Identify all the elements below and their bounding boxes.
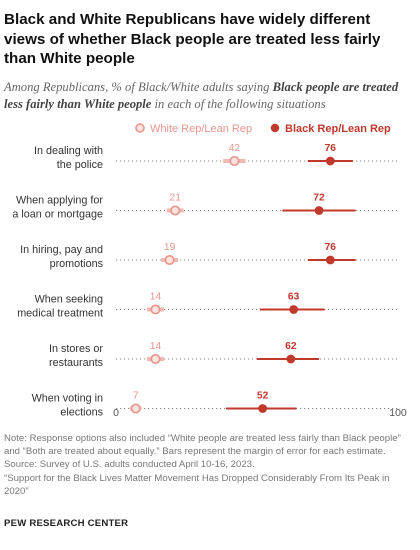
legend-marker-black [270, 123, 280, 133]
note-text: Note: Response options also included “Wh… [4, 433, 401, 458]
pew-logo-text: PEW RESEARCH CENTER [4, 518, 129, 529]
category-label-line1: In dealing with [34, 145, 103, 157]
chart-title: Black and White Republicans have widely … [4, 11, 381, 67]
dot-black [289, 305, 299, 314]
subtitle-bold: Black people are treated less fairly tha… [4, 80, 399, 111]
chart-subtitle: Among Republicans, % of Black/White adul… [4, 79, 416, 113]
data-label-white: 21 [169, 193, 181, 204]
dot-black [286, 354, 296, 364]
dot-black [314, 206, 324, 215]
category-label-line2: elections [60, 407, 103, 419]
chart-notes: Note: Response options also included “Wh… [4, 432, 416, 498]
data-label-white: 19 [164, 242, 176, 253]
x-tick-label-0: 0 [113, 407, 119, 419]
subtitle-pre: Among Republicans, % of Black/White adul… [4, 80, 273, 94]
dot-white [150, 304, 161, 315]
dot-white [164, 254, 175, 266]
dot-black [325, 255, 335, 265]
subtitle-post: in each of the following situations [151, 97, 326, 111]
data-label-black: 63 [288, 292, 300, 303]
dot-white [130, 403, 141, 414]
category-label-line1: In hiring, pay and [20, 244, 103, 256]
dot-plot: White Rep/Lean Rep Black Rep/Lean Rep In d… [12, 123, 407, 419]
category-label-line1: When seeking [35, 294, 103, 306]
category-label-line2: promotions [50, 258, 104, 270]
data-label-white: 7 [133, 391, 139, 402]
dot-white [229, 155, 240, 167]
data-label-black: 72 [313, 193, 325, 204]
source-text: Source: Survey of U.S. adults conducted … [4, 459, 255, 471]
dot-white [170, 205, 181, 216]
data-label-black: 52 [257, 391, 269, 402]
dot-white [150, 353, 161, 365]
legend-marker-white [135, 123, 145, 133]
dot-black [325, 156, 335, 166]
category-label-line2: medical treatment [17, 308, 103, 320]
category-label-line1: In stores or [49, 343, 103, 355]
category-label-line1: When voting in [32, 393, 103, 405]
category-label-line2: restaurants [49, 357, 104, 369]
report-text: “Support for the Black Lives Matter Move… [4, 472, 390, 497]
data-label-white: 42 [229, 143, 241, 154]
legend-label-black: Black Rep/Lean Rep [285, 123, 391, 135]
data-label-white: 14 [150, 341, 162, 352]
data-label-black: 76 [325, 143, 337, 154]
category-label-line2: a loan or mortgage [12, 209, 103, 221]
data-label-black: 62 [285, 341, 297, 352]
data-label-white: 14 [150, 292, 162, 303]
legend-label-white: White Rep/Lean Rep [150, 123, 252, 135]
category-label-line1: When applying for [16, 195, 103, 207]
x-tick-label-100: 100 [389, 407, 407, 419]
category-label-line2: the police [57, 159, 103, 171]
data-label-black: 76 [325, 242, 337, 253]
dot-black [258, 404, 268, 413]
